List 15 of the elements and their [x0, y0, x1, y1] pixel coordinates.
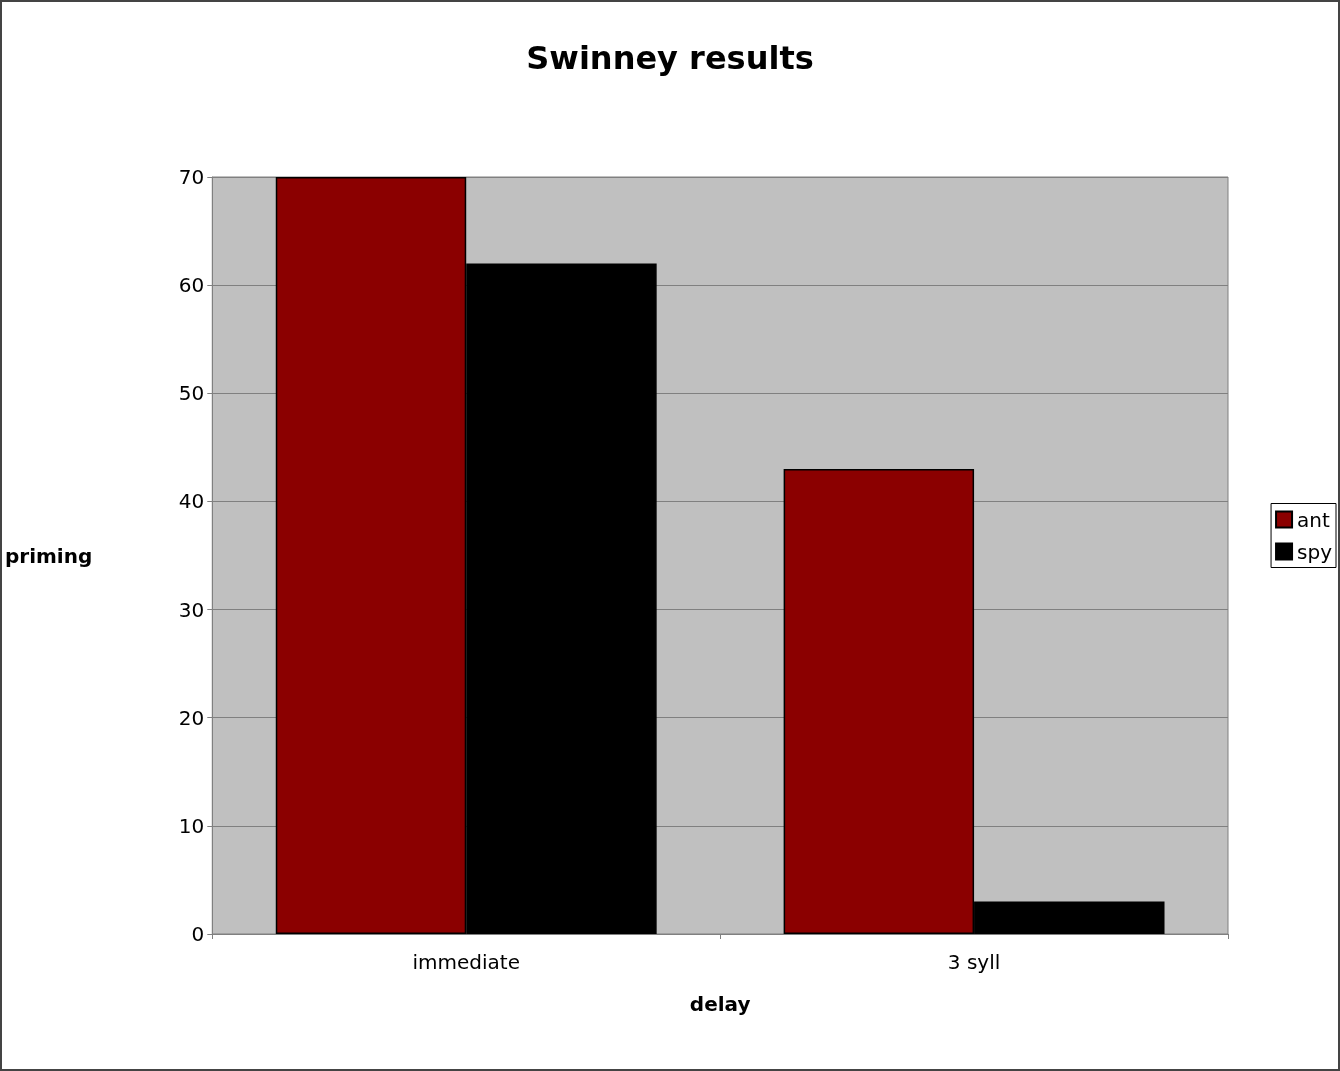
y-tick-label: 40	[178, 489, 205, 514]
legend-label: ant	[1297, 507, 1330, 532]
chart-title: Swinney results	[526, 39, 814, 77]
y-tick-label: 20	[178, 705, 205, 730]
x-tick-label: immediate	[412, 950, 520, 974]
y-axis-title: priming	[4, 543, 93, 568]
x-axis-title: delay	[689, 992, 751, 1016]
y-tick-label: 60	[178, 273, 205, 298]
y-tick-label: 10	[178, 813, 205, 838]
y-tick-label: 0	[191, 922, 205, 946]
x-tick-label: 3 syll	[947, 950, 1001, 974]
y-tick-label: 30	[178, 597, 205, 622]
y-tick-label: 50	[178, 381, 205, 406]
y-tick-label: 70	[178, 165, 205, 189]
legend-label: spy	[1297, 539, 1333, 564]
